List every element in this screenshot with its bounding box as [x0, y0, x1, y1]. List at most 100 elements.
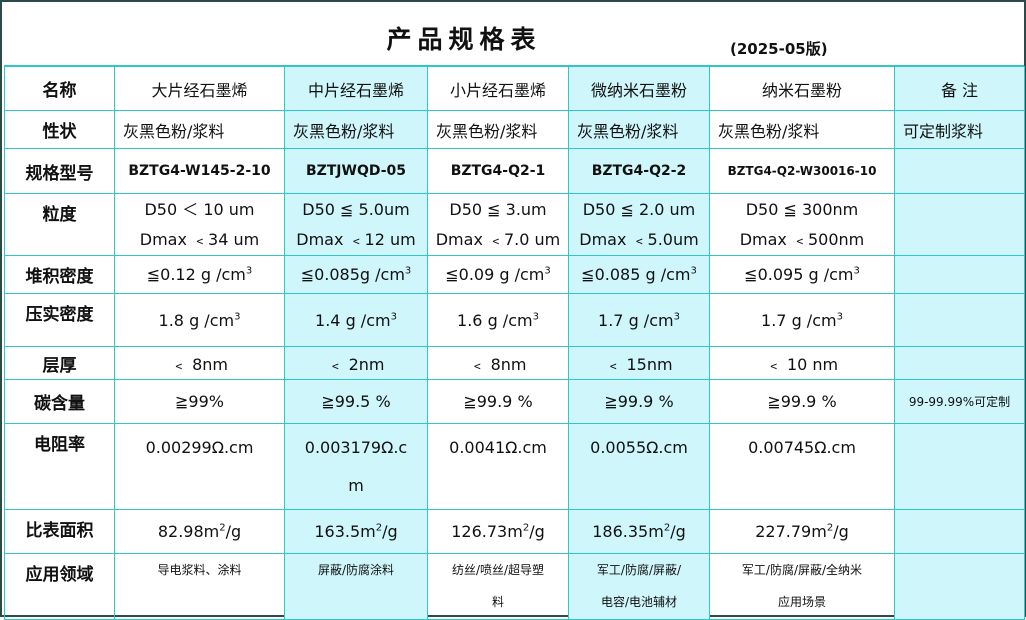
cell: 灰黑色粉/浆料 [709, 110, 895, 149]
cell: ﹤ 8nm [427, 346, 569, 380]
cell: 灰黑色粉/浆料 [114, 110, 285, 149]
cell: 186.35m2/g [568, 509, 710, 554]
dmax-value: Dmax ﹤500nm [739, 229, 865, 249]
edition-label: (2025-05版) [730, 40, 828, 58]
row-label: 电阻率 [4, 423, 115, 510]
header-product-2: 中片经石墨烯 [284, 66, 428, 111]
row-label: 堆积密度 [4, 255, 115, 294]
note-cell: 99-99.99%可定制 [894, 379, 1025, 424]
app-line: 导电浆料、涂料 [157, 563, 242, 577]
app-line: 应用场景 [777, 595, 826, 609]
exponent: 3 [690, 265, 697, 277]
cell: 1.8 g /cm3 [114, 293, 285, 347]
value: 1.6 g /cm [457, 310, 533, 330]
page-title: 产品规格表 [386, 25, 542, 54]
row-bulk-density: 堆积密度 ≦0.12 g /cm3 ≦0.085g /cm3 ≦0.09 g /… [4, 255, 1025, 294]
cell: 灰黑色粉/浆料 [568, 110, 710, 149]
header-product-3: 小片经石墨烯 [427, 66, 569, 111]
row-property: 性状 灰黑色粉/浆料 灰黑色粉/浆料 灰黑色粉/浆料 灰黑色粉/浆料 灰黑色粉/… [4, 110, 1025, 149]
value: ≦0.085 g /cm [581, 265, 691, 284]
cell: ﹤ 2nm [284, 346, 428, 380]
cell: D50 ≦ 3.um Dmax ﹤7.0 um [427, 193, 569, 256]
row-thickness: 层厚 ﹤ 8nm ﹤ 2nm ﹤ 8nm ﹤ 15nm ﹤ 10 nm [4, 346, 1025, 380]
dmax-value: Dmax ﹤5.0um [579, 229, 699, 249]
cell: 1.7 g /cm3 [709, 293, 895, 347]
note-cell [894, 255, 1025, 294]
app-line: 军工/防腐/屏蔽/全纳米 [741, 563, 863, 577]
cell: 纺丝/喷丝/超导塑料 [427, 553, 569, 620]
value: 0.00745Ω.cm [748, 437, 856, 457]
value: ≦0.12 g /cm [146, 265, 246, 284]
exponent: 3 [390, 311, 397, 323]
cell: 0.0041Ω.cm [427, 423, 569, 510]
note-cell [894, 293, 1025, 347]
value: 163.5m [314, 522, 376, 541]
cell: 227.79m2/g [709, 509, 895, 554]
value: 126.73m [451, 522, 523, 541]
cell: BZTG4-W145-2-10 [114, 148, 285, 194]
value: 0.003179Ω.c [304, 437, 408, 457]
cell: 军工/防腐/屏蔽/电容/电池辅材 [568, 553, 710, 620]
spec-grid: 产品规格表 (2025-05版) 名称 大片经石墨烯 中片经石墨烯 小片经石墨烯… [4, 4, 1025, 620]
cell: 1.4 g /cm3 [284, 293, 428, 347]
exponent: 2 [375, 522, 383, 534]
cell: 0.00299Ω.cm [114, 423, 285, 510]
value: 227.79m [755, 522, 827, 541]
cell: 军工/防腐/屏蔽/全纳米 应用场景 [709, 553, 895, 620]
cell: BZTG4-Q2-W30016-10 [709, 148, 895, 194]
row-label: 碳含量 [4, 379, 115, 424]
cell: 0.0055Ω.cm [568, 423, 710, 510]
row-label: 比表面积 [4, 509, 115, 554]
cell: BZTG4-Q2-1 [427, 148, 569, 194]
cell: BZTJWQD-05 [284, 148, 428, 194]
note-cell [894, 193, 1025, 256]
row-surface-area: 比表面积 82.98m2/g 163.5m2/g 126.73m2/g 186.… [4, 509, 1025, 554]
row-label: 压实密度 [4, 293, 115, 347]
note-cell [894, 148, 1025, 194]
exponent: 3 [836, 311, 843, 323]
exponent: 2 [826, 522, 834, 534]
row-carbon: 碳含量 ≧99% ≧99.5 % ≧99.9 % ≧99.9 % ≧99.9 %… [4, 379, 1025, 424]
cell: 0.003179Ω.c m [284, 423, 428, 510]
cell: ≦0.12 g /cm3 [114, 255, 285, 294]
cell: D50 ＜ 10 um Dmax ﹤34 um [114, 193, 285, 256]
cell: 82.98m2/g [114, 509, 285, 554]
cell: ≧99.9 % [427, 379, 569, 424]
header-name: 名称 [4, 66, 115, 111]
exponent: 2 [522, 522, 530, 534]
app-line: 料 [491, 595, 504, 609]
cell: D50 ≦ 300nm Dmax ﹤500nm [709, 193, 895, 256]
value: ≦0.09 g /cm [445, 265, 545, 284]
row-label: 性状 [4, 110, 115, 149]
note-cell [894, 423, 1025, 510]
dmax-value: Dmax ﹤7.0 um [435, 229, 561, 249]
cell: ≧99.5 % [284, 379, 428, 424]
header-product-5: 纳米石墨粉 [709, 66, 895, 111]
value: 1.4 g /cm [315, 310, 391, 330]
exponent: 3 [404, 265, 412, 277]
cell: 0.00745Ω.cm [709, 423, 895, 510]
cell: ≦0.095 g /cm3 [709, 255, 895, 294]
app-line: 纺丝/喷丝/超导塑 [451, 563, 545, 577]
cell: 1.6 g /cm3 [427, 293, 569, 347]
app-line: 电容/电池辅材 [600, 595, 678, 609]
exponent: 3 [673, 311, 680, 323]
value: 82.98m [157, 522, 220, 541]
exponent: 2 [219, 522, 226, 534]
cell: ≦0.085g /cm3 [284, 255, 428, 294]
d50-value: D50 ≦ 300nm [745, 199, 859, 219]
value: 1.7 g /cm [598, 310, 674, 330]
cell: 1.7 g /cm3 [568, 293, 710, 347]
value: 1.8 g /cm [158, 310, 235, 330]
app-line: 屏蔽/防腐涂料 [317, 563, 395, 577]
cell: D50 ≦ 5.0um Dmax ﹤12 um [284, 193, 428, 256]
header-note: 备 注 [894, 66, 1025, 111]
value: ≦0.085g /cm [300, 265, 405, 284]
cell: ≧99.9 % [709, 379, 895, 424]
row-label: 规格型号 [4, 148, 115, 194]
spec-table: 名称 大片经石墨烯 中片经石墨烯 小片经石墨烯 微纳米石墨粉 纳米石墨粉 备 注… [4, 66, 1025, 620]
unit: /g [670, 522, 686, 541]
row-particle: 粒度 D50 ＜ 10 um Dmax ﹤34 um D50 ≦ 5.0um D… [4, 193, 1025, 256]
unit: /g [833, 522, 849, 541]
